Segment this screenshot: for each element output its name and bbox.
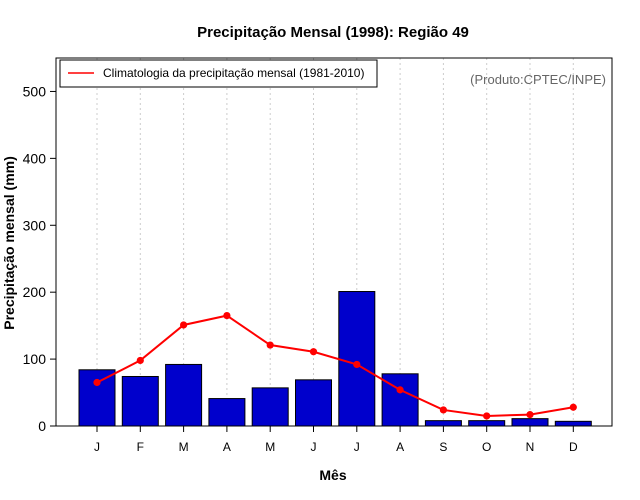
bar-3 (208, 398, 246, 427)
x-tick-label-2: M (179, 440, 189, 454)
y-tick-label-5: 500 (23, 83, 47, 99)
bar-9 (468, 420, 506, 427)
y-axis-label: Precipitação mensal (mm) (1, 156, 17, 330)
bar-0 (78, 369, 116, 427)
y-tick-label-3: 300 (23, 217, 47, 233)
bar-4 (251, 387, 289, 427)
climatology-point-7 (396, 386, 404, 394)
climatology-point-10 (526, 411, 534, 419)
legend: Climatologia da precipitação mensal (198… (59, 59, 378, 88)
chart-title: Precipitação Mensal (1998): Região 49 (197, 24, 469, 41)
bar-2 (165, 363, 203, 427)
y-tick-label-1: 100 (23, 351, 47, 367)
climatology-line (93, 312, 577, 420)
x-tick-label-8: S (439, 440, 447, 454)
bar-6 (338, 291, 376, 427)
bar-8 (424, 420, 462, 427)
credit-annotation: (Produto:CPTEC/INPE) (470, 72, 606, 87)
climatology-point-3 (223, 312, 231, 320)
x-tick-label-7: A (396, 440, 404, 454)
bar-10 (511, 418, 549, 427)
climatology-point-0 (93, 378, 101, 387)
x-tick-label-4: M (265, 440, 275, 454)
climatology-point-2 (180, 321, 188, 329)
x-tick-label-0: J (94, 440, 100, 454)
x-tick-label-6: J (354, 440, 360, 454)
legend-label: Climatologia da precipitação mensal (198… (103, 66, 364, 80)
x-axis-label: Mês (319, 467, 346, 483)
x-tick-label-3: A (223, 440, 231, 454)
bar-1 (121, 375, 159, 427)
plot-frame (55, 57, 613, 427)
y-tick-label-4: 400 (23, 150, 47, 166)
bar-11 (554, 420, 592, 427)
climatology-point-8 (439, 406, 447, 414)
axes: 0 100 200 300 400 500 J F M A M J J A S O N D (23, 83, 578, 454)
climatology-point-6 (353, 360, 361, 369)
x-tick-label-11: D (569, 440, 578, 454)
x-tick-label-5: J (311, 440, 317, 454)
bars (78, 291, 592, 427)
x-tick-label-1: F (137, 440, 144, 454)
climatology-point-11 (569, 403, 577, 411)
x-tick-label-10: N (526, 440, 535, 454)
climatology-point-4 (266, 341, 274, 349)
x-tick-label-9: O (482, 440, 491, 454)
climatology-polyline (96, 314, 574, 417)
legend-box (59, 59, 378, 88)
y-tick-label-2: 200 (23, 284, 47, 300)
climatology-point-9 (483, 412, 491, 420)
climatology-point-1 (136, 356, 144, 365)
y-tick-label-0: 0 (38, 418, 46, 434)
bar-5 (295, 379, 332, 427)
climatology-point-5 (309, 348, 318, 356)
